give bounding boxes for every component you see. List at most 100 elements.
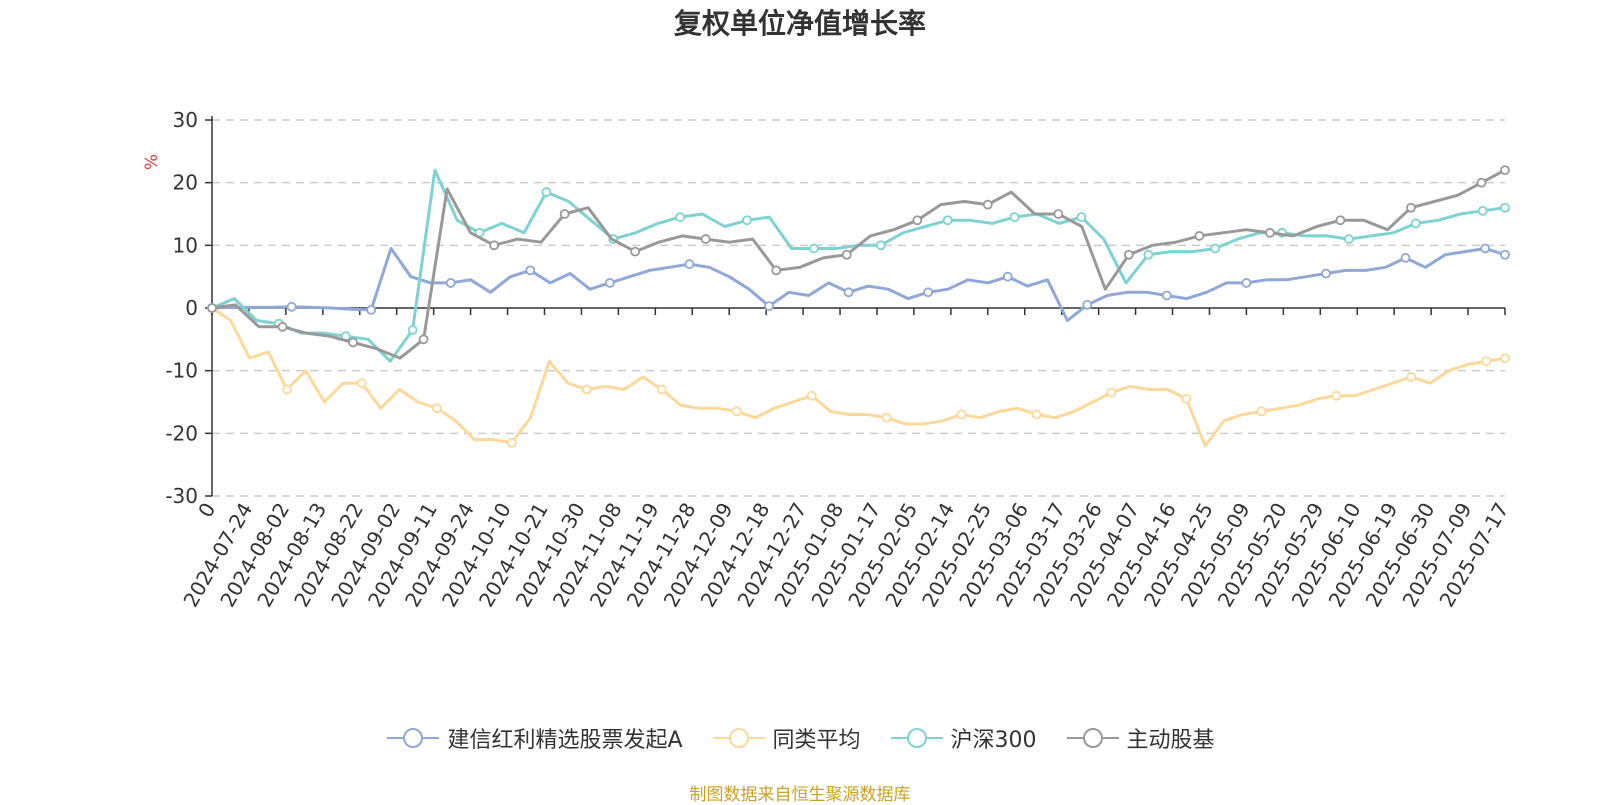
series-point	[684, 259, 695, 270]
series-point	[956, 409, 967, 420]
y-tick-label: -20	[165, 421, 198, 445]
series-point	[875, 240, 886, 251]
series-point	[1106, 387, 1117, 398]
series-point	[1481, 356, 1492, 367]
series-point	[1241, 278, 1252, 288]
series-point	[1476, 177, 1487, 188]
legend-label: 主动股基	[1126, 728, 1215, 753]
series-point	[286, 301, 297, 312]
axis-layer: 3020100-10-20-3002024-07-242024-08-02202…	[165, 108, 1513, 611]
series-point	[581, 384, 592, 395]
y-tick-label: -30	[165, 484, 198, 508]
series-point	[881, 412, 892, 423]
source-note: 制图数据来自恒生聚源数据库	[689, 785, 911, 805]
series-point	[1400, 252, 1411, 263]
series-point	[1002, 271, 1013, 282]
series-point	[1500, 249, 1510, 260]
series-point	[1123, 249, 1134, 260]
series-point	[1194, 231, 1205, 241]
series-point	[489, 240, 500, 251]
x-tick-label: 0	[193, 499, 220, 522]
series-point	[1053, 209, 1064, 219]
legend-label: 沪深300	[950, 728, 1037, 753]
series-point	[700, 234, 711, 244]
series-point	[809, 243, 819, 254]
y-tick-label: 0	[185, 296, 198, 320]
series-point	[1331, 390, 1342, 401]
series-point	[418, 334, 429, 345]
series-point	[1082, 299, 1093, 310]
series-point	[1410, 218, 1421, 229]
series-point	[1344, 234, 1354, 244]
legend-swatch-icon	[890, 728, 943, 748]
legend-swatch-icon	[1066, 728, 1119, 748]
series-point	[559, 209, 570, 219]
series-layer	[207, 165, 1510, 448]
series-point	[1031, 409, 1042, 420]
series-point	[982, 199, 993, 210]
grid-layer	[212, 119, 1505, 497]
series-point	[731, 406, 742, 417]
series-point	[1406, 202, 1416, 213]
series-point	[656, 384, 667, 395]
series-point	[1161, 290, 1172, 301]
series-point	[841, 249, 852, 260]
legend-item[interactable]: 主动股基	[1065, 722, 1215, 754]
series-line-1	[211, 306, 1506, 448]
series-point	[431, 403, 442, 414]
series-point	[771, 265, 782, 276]
series-point	[923, 287, 934, 298]
series-point	[1477, 205, 1488, 216]
series-point	[357, 378, 367, 389]
series-point	[912, 215, 923, 226]
series-point	[277, 321, 288, 332]
legend-swatch-icon	[712, 728, 765, 748]
y-tick-label: 10	[173, 233, 198, 257]
y-tick-label: 20	[173, 171, 198, 195]
series-point	[1256, 406, 1267, 417]
legend-swatch-icon	[387, 728, 440, 748]
series-point	[942, 215, 953, 226]
series-point	[348, 337, 358, 348]
series-line-3	[211, 168, 1506, 360]
legend-label: 建信红利精选股票发起A	[447, 728, 683, 753]
series-point	[1076, 212, 1087, 223]
series-point	[806, 390, 817, 401]
series-point	[541, 187, 552, 197]
series-point	[407, 325, 418, 335]
series-point	[843, 287, 854, 298]
series-point	[207, 303, 217, 313]
series-point	[604, 278, 615, 288]
series-point	[366, 304, 377, 315]
chart-title: 复权单位净值增长率	[673, 7, 926, 40]
series-point	[742, 215, 752, 226]
legend-item[interactable]: 建信红利精选股票发起A	[385, 722, 683, 754]
series-line-0	[211, 247, 1506, 322]
series-point	[1480, 243, 1491, 254]
y-tick-label: 30	[173, 108, 198, 132]
legend-label: 同类平均	[772, 728, 861, 753]
series-point	[764, 301, 774, 312]
series-point	[1406, 372, 1417, 382]
y-axis-label: %	[142, 154, 162, 170]
series-point	[1321, 268, 1331, 279]
legend-item[interactable]: 沪深300	[889, 722, 1037, 754]
series-point	[1009, 212, 1020, 223]
series-point	[506, 437, 517, 448]
series-point	[1210, 243, 1221, 254]
series-point	[1500, 165, 1510, 176]
series-point	[282, 384, 292, 395]
legend-item[interactable]: 同类平均	[711, 722, 861, 754]
series-point	[1143, 249, 1154, 260]
series-point	[1335, 215, 1346, 226]
series-point	[525, 265, 536, 276]
series-point	[1500, 353, 1510, 364]
series-point	[445, 278, 456, 288]
series-line-2	[211, 168, 1506, 363]
series-point	[1265, 227, 1275, 238]
series-point	[675, 212, 686, 223]
series-point	[1500, 202, 1510, 213]
series-point	[630, 246, 641, 257]
y-tick-label: -10	[165, 359, 198, 383]
